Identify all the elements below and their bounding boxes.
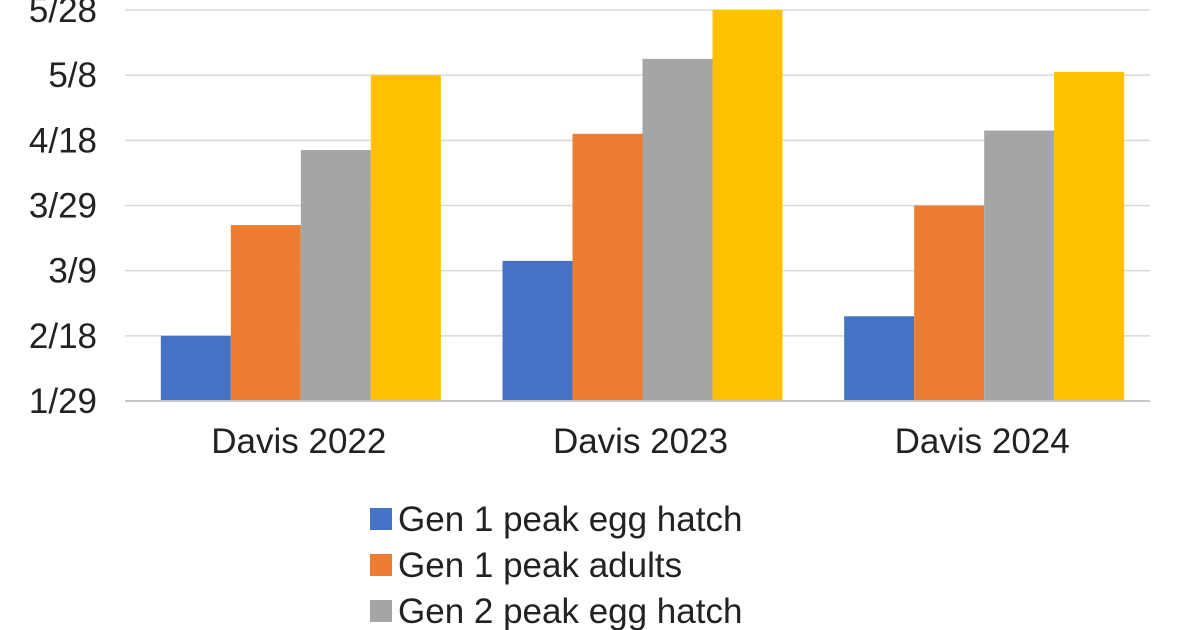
bar-gen-1-peak-egg-hatch-davis-2024 xyxy=(844,316,915,401)
legend-swatch xyxy=(370,600,392,622)
y-tick-label: 1/29 xyxy=(29,382,97,421)
bar-series-4-davis-2022 xyxy=(370,75,441,402)
category-labels: Davis 2022 Davis 2023 Davis 2024 xyxy=(211,422,1069,461)
bar-series-4-davis-2023 xyxy=(712,10,783,401)
legend-swatch xyxy=(370,554,392,576)
legend-label: Gen 1 peak adults xyxy=(398,546,682,585)
y-tick-label: 2/18 xyxy=(29,317,97,356)
legend: Gen 1 peak egg hatch Gen 1 peak adults Gen… xyxy=(370,500,742,630)
bar-gen-2-peak-egg-hatch-davis-2024 xyxy=(984,130,1055,401)
bar-gen-2-peak-egg-hatch-davis-2022 xyxy=(300,150,371,401)
category-label: Davis 2023 xyxy=(553,422,728,461)
y-tick-label: 5/28 xyxy=(29,0,97,30)
category-label: Davis 2024 xyxy=(895,422,1070,461)
y-tick-label: 5/8 xyxy=(48,56,97,95)
category-label: Davis 2022 xyxy=(211,422,386,461)
bar-gen-1-peak-egg-hatch-davis-2022 xyxy=(160,335,231,401)
y-axis-tick-labels: 1/29 2/18 3/9 3/29 4/18 5/8 5/28 xyxy=(29,0,97,421)
legend-label: Gen 1 peak egg hatch xyxy=(398,500,742,539)
bar-gen-2-peak-egg-hatch-davis-2023 xyxy=(642,58,713,401)
bar-gen-1-peak-adults-davis-2024 xyxy=(914,205,985,401)
legend-swatch xyxy=(370,508,392,530)
legend-label: Gen 2 peak egg hatch xyxy=(398,592,742,630)
bar-gen-1-peak-egg-hatch-davis-2023 xyxy=(502,260,573,401)
bar-series-4-davis-2024 xyxy=(1054,71,1125,402)
bars xyxy=(160,10,1125,402)
y-tick-label: 4/18 xyxy=(29,121,97,160)
y-tick-label: 3/29 xyxy=(29,187,97,226)
bar-gen-1-peak-adults-davis-2022 xyxy=(230,225,301,401)
y-tick-label: 3/9 xyxy=(48,252,97,291)
bar-gen-1-peak-adults-davis-2023 xyxy=(572,133,643,402)
